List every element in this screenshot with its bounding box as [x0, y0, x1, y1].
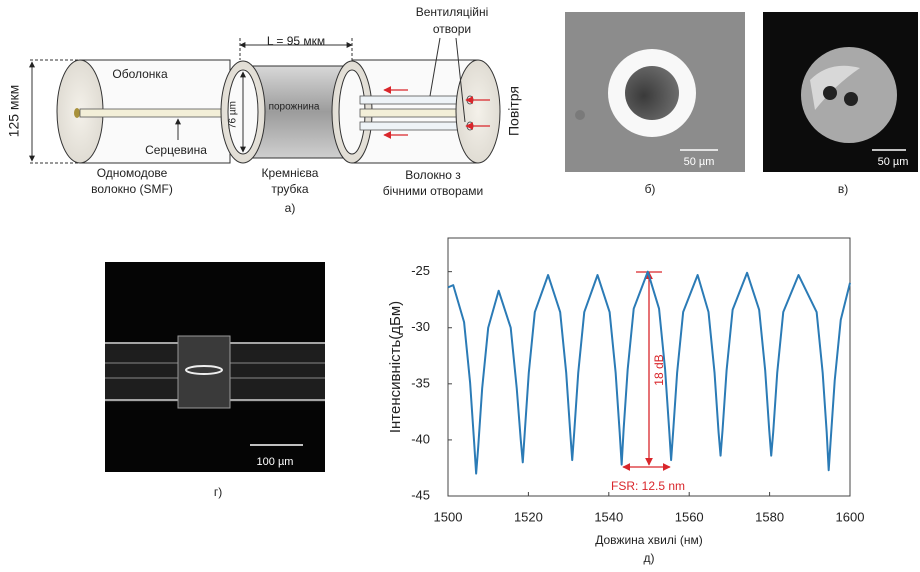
y-tick-label: -45 — [411, 487, 430, 502]
panel-label: г) — [214, 485, 222, 499]
smf-label: Одномодове — [97, 166, 168, 180]
x-tick-label: 1500 — [434, 509, 463, 524]
x-tick-label: 1580 — [755, 509, 784, 524]
vents-label: Вентиляційні — [416, 5, 489, 19]
cavity-diameter-label: 76 µm — [228, 101, 239, 129]
smf-label: волокно (SMF) — [91, 182, 173, 196]
side-hole-label: Волокно з — [405, 168, 461, 182]
scale-label: 100 µm — [257, 456, 294, 468]
tube-label: Кремнієва — [262, 166, 319, 180]
core-label: Серцевина — [145, 143, 207, 157]
micrograph-c: 50 µm в) — [763, 12, 918, 196]
panel-label: а) — [285, 201, 296, 215]
panel-label: д) — [644, 551, 655, 565]
micrograph-d: 100 µm г) — [105, 262, 325, 499]
x-tick-label: 1560 — [675, 509, 704, 524]
tube-label: трубка — [271, 182, 309, 196]
x-tick-label: 1600 — [836, 509, 865, 524]
vents-label: отвори — [433, 22, 471, 36]
cavity-label: порожнина — [269, 102, 320, 113]
side-hole-label: бічними отворами — [383, 184, 484, 198]
air-label: Повітря — [506, 86, 522, 136]
annotation: FSR: 12.5 nm — [611, 479, 685, 493]
spectrum-chart: 18 dB FSR: 12.5 nm Довжина хвилі (нм) Ін… — [387, 237, 865, 565]
y-tick-label: -25 — [411, 263, 430, 278]
diameter-label: 125 мкм — [6, 85, 22, 138]
scale-label: 50 µm — [684, 156, 715, 168]
y-axis-label: Інтенсивність(дБм) — [387, 301, 404, 433]
plot-frame — [447, 237, 851, 497]
x-tick-label: 1540 — [594, 509, 623, 524]
x-tick-label: 1520 — [514, 509, 543, 524]
annotation: 18 dB — [652, 354, 666, 385]
y-tick-label: -40 — [411, 431, 430, 446]
micrograph-b: 50 µm б) — [565, 12, 745, 196]
panel-label: в) — [838, 182, 848, 196]
length-label: L = 95 мкм — [267, 34, 325, 48]
schematic: L = 95 мкм Вентиляційні отвори 125 мкм О… — [6, 5, 522, 215]
y-tick-label: -35 — [411, 375, 430, 390]
scale-label: 50 µm — [878, 156, 909, 168]
panel-label: б) — [645, 182, 656, 196]
cladding-label: Оболонка — [112, 67, 168, 81]
x-axis-label: Довжина хвилі (нм) — [595, 533, 703, 547]
spectrum-line — [447, 270, 851, 475]
y-tick-label: -30 — [411, 319, 430, 334]
